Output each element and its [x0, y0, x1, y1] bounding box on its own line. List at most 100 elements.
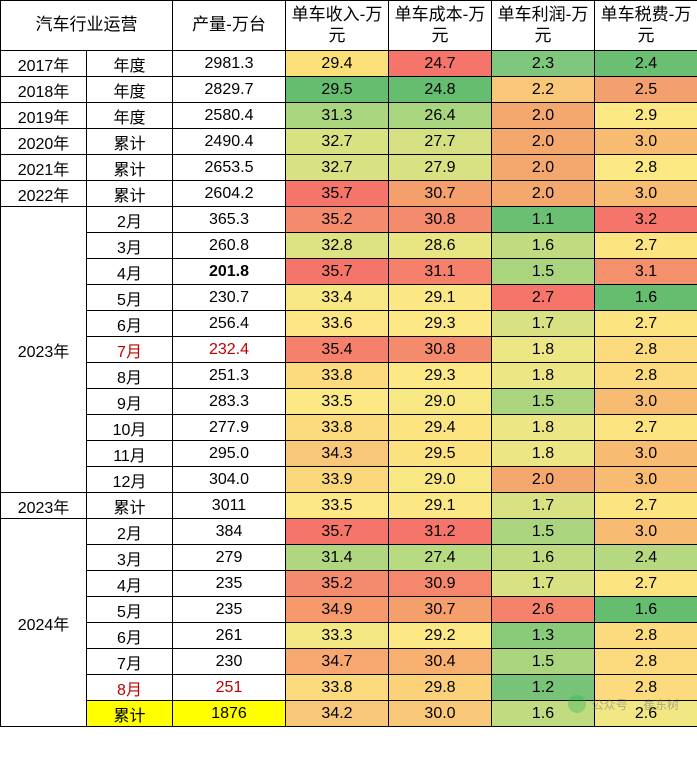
period-cell: 6月: [87, 311, 173, 337]
tax-cell: 2.7: [595, 571, 697, 597]
cost-cell: 28.6: [389, 233, 492, 259]
auto-industry-table: 汽车行业运营 产量-万台 单车收入-万元 单车成本-万元 单车利润-万元 单车税…: [0, 0, 697, 727]
volume-cell: 2981.3: [173, 51, 286, 77]
profit-cell: 2.7: [492, 285, 595, 311]
tax-cell: 2.8: [595, 649, 697, 675]
year-cell: 2021年: [1, 155, 87, 181]
table-row: 2023年累计301133.529.11.72.7: [1, 493, 697, 519]
tax-cell: 2.4: [595, 51, 697, 77]
tax-cell: 2.8: [595, 363, 697, 389]
revenue-cell: 34.9: [286, 597, 389, 623]
revenue-cell: 33.8: [286, 675, 389, 701]
profit-cell: 1.8: [492, 337, 595, 363]
table-row: 2024年2月38435.731.21.53.0: [1, 519, 697, 545]
cost-cell: 29.1: [389, 493, 492, 519]
cost-cell: 30.7: [389, 181, 492, 207]
volume-cell: 2604.2: [173, 181, 286, 207]
cost-cell: 31.1: [389, 259, 492, 285]
table-row: 4月201.835.731.11.53.1: [1, 259, 697, 285]
volume-cell: 251.3: [173, 363, 286, 389]
profit-cell: 1.7: [492, 571, 595, 597]
revenue-cell: 35.7: [286, 181, 389, 207]
table-row: 2017年年度2981.329.424.72.32.4: [1, 51, 697, 77]
revenue-cell: 33.5: [286, 389, 389, 415]
cost-cell: 30.7: [389, 597, 492, 623]
period-cell: 累计: [87, 155, 173, 181]
profit-cell: 1.5: [492, 259, 595, 285]
table-row: 5月230.733.429.12.71.6: [1, 285, 697, 311]
volume-cell: 260.8: [173, 233, 286, 259]
profit-cell: 1.7: [492, 493, 595, 519]
volume-cell: 2580.4: [173, 103, 286, 129]
table-row: 7月232.435.430.81.82.8: [1, 337, 697, 363]
cost-cell: 29.3: [389, 363, 492, 389]
table-row: 2019年年度2580.431.326.42.02.9: [1, 103, 697, 129]
table-row: 6月26133.329.21.32.8: [1, 623, 697, 649]
tax-cell: 2.7: [595, 493, 697, 519]
tax-cell: 2.7: [595, 233, 697, 259]
tax-cell: 2.7: [595, 415, 697, 441]
period-cell: 9月: [87, 389, 173, 415]
cost-cell: 24.7: [389, 51, 492, 77]
table-row: 2023年2月365.335.230.81.13.2: [1, 207, 697, 233]
table-row: 8月251.333.829.31.82.8: [1, 363, 697, 389]
header-row: 汽车行业运营 产量-万台 单车收入-万元 单车成本-万元 单车利润-万元 单车税…: [1, 1, 697, 51]
cost-cell: 24.8: [389, 77, 492, 103]
volume-cell: 261: [173, 623, 286, 649]
revenue-cell: 34.3: [286, 441, 389, 467]
header-profit: 单车利润-万元: [492, 1, 595, 51]
header-volume: 产量-万台: [173, 1, 286, 51]
volume-cell: 235: [173, 597, 286, 623]
revenue-cell: 35.2: [286, 207, 389, 233]
profit-cell: 1.5: [492, 649, 595, 675]
year-cell: 2018年: [1, 77, 87, 103]
table-row: 9月283.333.529.01.53.0: [1, 389, 697, 415]
volume-cell: 279: [173, 545, 286, 571]
revenue-cell: 29.4: [286, 51, 389, 77]
revenue-cell: 35.7: [286, 519, 389, 545]
period-cell: 累计: [87, 181, 173, 207]
revenue-cell: 34.2: [286, 701, 389, 727]
tax-cell: 2.5: [595, 77, 697, 103]
revenue-cell: 32.8: [286, 233, 389, 259]
table-row: 7月23034.730.41.52.8: [1, 649, 697, 675]
profit-cell: 2.2: [492, 77, 595, 103]
profit-cell: 1.2: [492, 675, 595, 701]
tax-cell: 2.8: [595, 155, 697, 181]
period-cell: 7月: [87, 337, 173, 363]
volume-cell: 2653.5: [173, 155, 286, 181]
table-row: 累计187634.230.01.62.6: [1, 701, 697, 727]
cost-cell: 26.4: [389, 103, 492, 129]
tax-cell: 2.4: [595, 545, 697, 571]
profit-cell: 2.6: [492, 597, 595, 623]
tax-cell: 2.6: [595, 701, 697, 727]
tax-cell: 2.8: [595, 337, 697, 363]
header-cost: 单车成本-万元: [389, 1, 492, 51]
volume-cell: 251: [173, 675, 286, 701]
year-cell: 2020年: [1, 129, 87, 155]
cost-cell: 30.8: [389, 337, 492, 363]
table-row: 10月277.933.829.41.82.7: [1, 415, 697, 441]
volume-cell: 1876: [173, 701, 286, 727]
revenue-cell: 33.5: [286, 493, 389, 519]
period-cell: 累计: [87, 493, 173, 519]
revenue-cell: 33.3: [286, 623, 389, 649]
profit-cell: 1.1: [492, 207, 595, 233]
period-cell: 10月: [87, 415, 173, 441]
revenue-cell: 33.4: [286, 285, 389, 311]
year-cell: 2024年: [1, 519, 87, 727]
profit-cell: 1.3: [492, 623, 595, 649]
profit-cell: 2.0: [492, 467, 595, 493]
period-cell: 年度: [87, 103, 173, 129]
period-cell: 12月: [87, 467, 173, 493]
revenue-cell: 32.7: [286, 129, 389, 155]
cost-cell: 27.7: [389, 129, 492, 155]
profit-cell: 1.6: [492, 545, 595, 571]
tax-cell: 2.9: [595, 103, 697, 129]
table-row: 12月304.033.929.02.03.0: [1, 467, 697, 493]
period-cell: 累计: [87, 129, 173, 155]
profit-cell: 1.6: [492, 701, 595, 727]
volume-cell: 3011: [173, 493, 286, 519]
year-cell: 2017年: [1, 51, 87, 77]
volume-cell: 2490.4: [173, 129, 286, 155]
